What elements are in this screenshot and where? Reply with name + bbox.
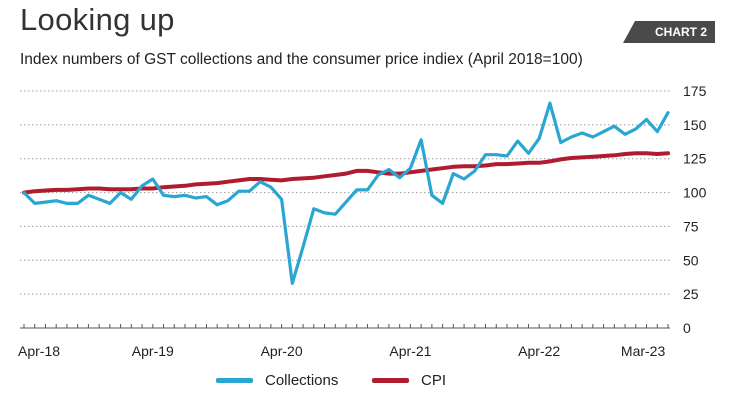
x-tick-label: Apr-20 <box>261 343 303 359</box>
y-tick-label: 100 <box>683 185 707 201</box>
x-tick-label: Apr-22 <box>518 343 560 359</box>
legend-label-collections: Collections <box>265 372 339 389</box>
x-tick-label: Mar-23 <box>621 343 666 359</box>
collections-line <box>22 101 670 285</box>
x-tick-label: Apr-21 <box>389 343 431 359</box>
cpi-line <box>22 151 670 195</box>
y-tick-label: 25 <box>683 286 699 302</box>
line-chart: 0 25 50 75 100 125 150 175 Apr-18 Apr-19 Apr-20 Apr… <box>18 83 707 359</box>
legend-swatch-collections <box>216 378 253 383</box>
legend-item-cpi: CPI <box>372 372 446 389</box>
y-tick-label: 0 <box>683 320 691 336</box>
x-tick-label: Apr-19 <box>132 343 174 359</box>
legend-swatch-cpi <box>372 378 409 383</box>
y-tick-label: 75 <box>683 218 699 234</box>
legend-item-collections: Collections <box>216 372 338 389</box>
x-tick-label: Apr-18 <box>18 343 60 359</box>
chart-badge: CHART 2 <box>623 21 715 43</box>
chart-title: Looking up <box>20 2 175 37</box>
y-tick-label: 50 <box>683 252 699 268</box>
y-tick-label: 150 <box>683 117 707 133</box>
y-tick-label: 175 <box>683 83 707 99</box>
chart-subtitle: Index numbers of GST collections and the… <box>20 51 583 68</box>
y-tick-label: 125 <box>683 151 707 167</box>
legend-label-cpi: CPI <box>421 372 447 389</box>
